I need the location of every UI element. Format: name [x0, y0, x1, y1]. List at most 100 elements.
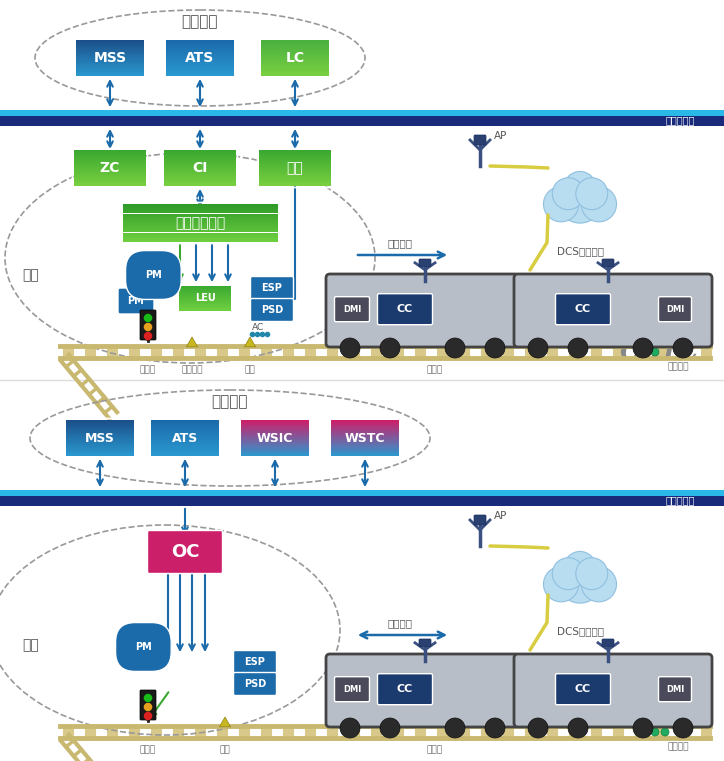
Bar [151, 431, 219, 432]
Bar [259, 155, 331, 156]
Bar [66, 432, 134, 434]
Bar [241, 425, 309, 426]
Bar [164, 183, 236, 184]
FancyBboxPatch shape [118, 288, 154, 314]
FancyBboxPatch shape [514, 654, 712, 727]
Bar [122, 204, 277, 205]
Bar [76, 49, 144, 50]
Bar [122, 211, 277, 212]
Bar [164, 150, 236, 151]
Bar [164, 158, 236, 159]
Bar [331, 448, 399, 449]
Bar [151, 455, 219, 456]
Bar [74, 153, 146, 154]
FancyBboxPatch shape [251, 298, 293, 321]
Bar [166, 58, 234, 59]
Bar [151, 441, 219, 442]
Bar [76, 58, 144, 59]
Bar [151, 448, 219, 449]
Bar [164, 173, 236, 174]
FancyBboxPatch shape [474, 515, 486, 525]
Text: ZC: ZC [100, 161, 120, 175]
Bar [66, 452, 134, 454]
Circle shape [544, 566, 578, 602]
Bar [241, 428, 309, 429]
Bar [66, 420, 134, 421]
Bar [76, 48, 144, 49]
Circle shape [445, 338, 465, 358]
Bar [166, 54, 234, 56]
Bar [151, 450, 219, 451]
Bar [122, 215, 277, 216]
Bar [66, 444, 134, 445]
Bar [151, 451, 219, 452]
Bar [76, 59, 144, 60]
Bar [151, 440, 219, 441]
Polygon shape [534, 717, 546, 727]
Bar [76, 70, 144, 71]
Bar [164, 177, 236, 178]
Bar [331, 440, 399, 441]
Bar [259, 159, 331, 160]
Bar [331, 441, 399, 442]
Circle shape [673, 718, 693, 738]
Polygon shape [534, 337, 546, 347]
Polygon shape [245, 337, 256, 347]
Circle shape [143, 323, 153, 332]
Bar [74, 150, 146, 151]
Bar [259, 169, 331, 170]
FancyBboxPatch shape [148, 530, 222, 574]
Bar [164, 163, 236, 164]
Bar [76, 56, 144, 57]
Bar [74, 170, 146, 171]
Circle shape [552, 558, 584, 590]
Bar [166, 42, 234, 43]
Bar [331, 434, 399, 435]
Bar [76, 53, 144, 54]
Bar [164, 185, 236, 186]
Bar [66, 454, 134, 455]
Bar [74, 178, 146, 179]
Text: 信标天线: 信标天线 [668, 742, 689, 751]
Bar [74, 175, 146, 176]
Bar [241, 454, 309, 455]
Bar [331, 432, 399, 434]
Text: CC: CC [397, 684, 413, 694]
Bar [166, 62, 234, 63]
Bar [164, 169, 236, 170]
Bar [164, 176, 236, 177]
Bar [122, 234, 277, 235]
Bar [164, 154, 236, 155]
Text: DMI: DMI [343, 685, 361, 694]
Bar [151, 436, 219, 437]
Circle shape [380, 338, 400, 358]
Text: MSS: MSS [85, 431, 115, 444]
Bar [261, 40, 329, 41]
Bar [259, 161, 331, 163]
Bar [259, 150, 331, 151]
Bar [166, 70, 234, 71]
Bar [74, 167, 146, 168]
Circle shape [576, 178, 607, 210]
Bar [66, 451, 134, 452]
Bar [122, 220, 277, 221]
Bar [259, 175, 331, 176]
Bar [261, 58, 329, 59]
Bar [261, 75, 329, 76]
Text: 轨道世界: 轨道世界 [608, 700, 632, 710]
Text: CI: CI [193, 161, 208, 175]
FancyBboxPatch shape [602, 259, 614, 266]
Text: 轨旁: 轨旁 [22, 268, 39, 282]
Bar [164, 168, 236, 169]
Bar [241, 442, 309, 444]
Bar [331, 421, 399, 422]
Bar [259, 182, 331, 183]
Bar [151, 445, 219, 446]
Bar [151, 429, 219, 430]
FancyBboxPatch shape [377, 673, 432, 705]
FancyBboxPatch shape [140, 310, 156, 340]
Circle shape [544, 186, 578, 222]
Bar [122, 224, 277, 225]
Bar [331, 438, 399, 439]
Bar [122, 237, 277, 238]
